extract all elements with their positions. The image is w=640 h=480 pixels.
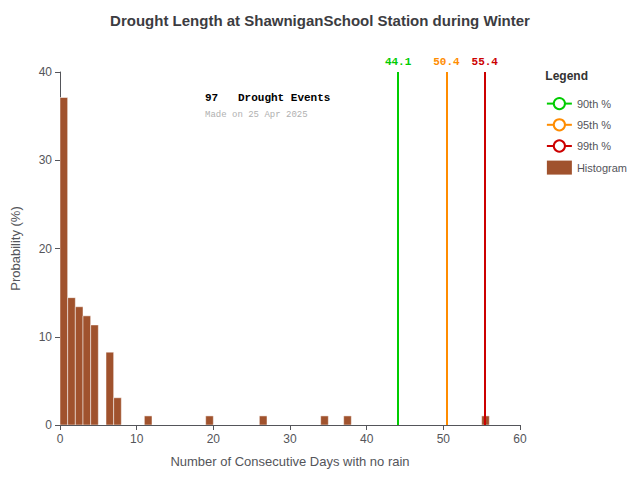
svg-text:Number of Consecutive Days wit: Number of Consecutive Days with no rain xyxy=(170,454,409,469)
svg-text:30: 30 xyxy=(39,153,53,167)
svg-text:Probability (%): Probability (%) xyxy=(8,206,23,291)
svg-text:Legend: Legend xyxy=(545,69,588,83)
svg-text:50.4: 50.4 xyxy=(433,56,460,68)
svg-text:10: 10 xyxy=(130,432,144,446)
svg-text:60: 60 xyxy=(513,432,527,446)
svg-text:20: 20 xyxy=(39,242,53,256)
svg-text:40: 40 xyxy=(360,432,374,446)
svg-text:95th %: 95th % xyxy=(577,119,611,131)
svg-text:Made on 25 Apr 2025: Made on 25 Apr 2025 xyxy=(205,110,308,120)
svg-text:Drought Length at ShawniganSch: Drought Length at ShawniganSchool Statio… xyxy=(110,12,530,29)
svg-text:44.1: 44.1 xyxy=(385,56,412,68)
svg-text:99th %: 99th % xyxy=(577,140,611,152)
svg-text:50: 50 xyxy=(437,432,451,446)
svg-text:40: 40 xyxy=(39,65,53,79)
svg-text:97 Drought Events: 97 Drought Events xyxy=(205,92,330,104)
svg-text:10: 10 xyxy=(39,330,53,344)
svg-text:0: 0 xyxy=(45,418,52,432)
svg-text:55.4: 55.4 xyxy=(472,56,499,68)
svg-text:30: 30 xyxy=(283,432,297,446)
svg-text:90th %: 90th % xyxy=(577,98,611,110)
svg-text:0: 0 xyxy=(57,432,64,446)
svg-text:Histogram: Histogram xyxy=(577,162,627,174)
svg-text:20: 20 xyxy=(207,432,221,446)
